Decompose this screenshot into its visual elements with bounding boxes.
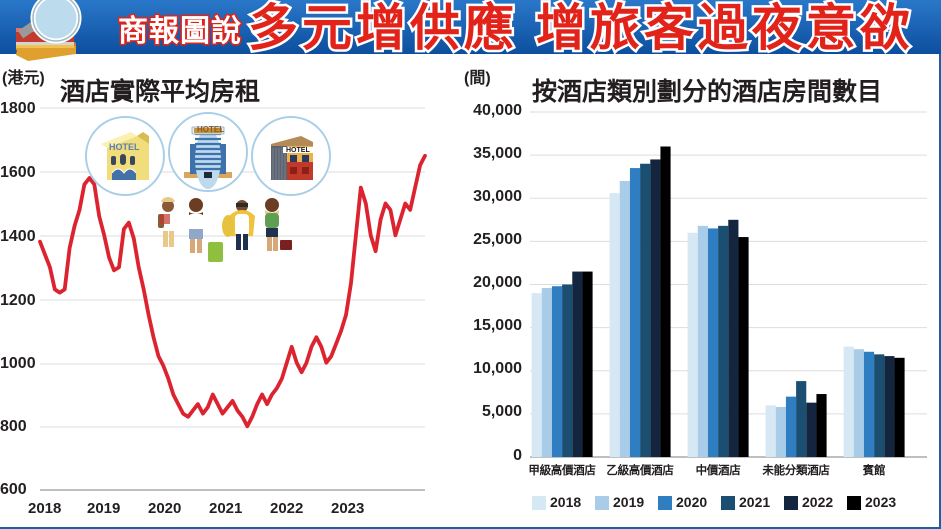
svg-text:HOTEL: HOTEL — [197, 125, 224, 134]
svg-text:HOTEL: HOTEL — [109, 142, 140, 152]
svg-text:HOTEL: HOTEL — [286, 147, 310, 154]
